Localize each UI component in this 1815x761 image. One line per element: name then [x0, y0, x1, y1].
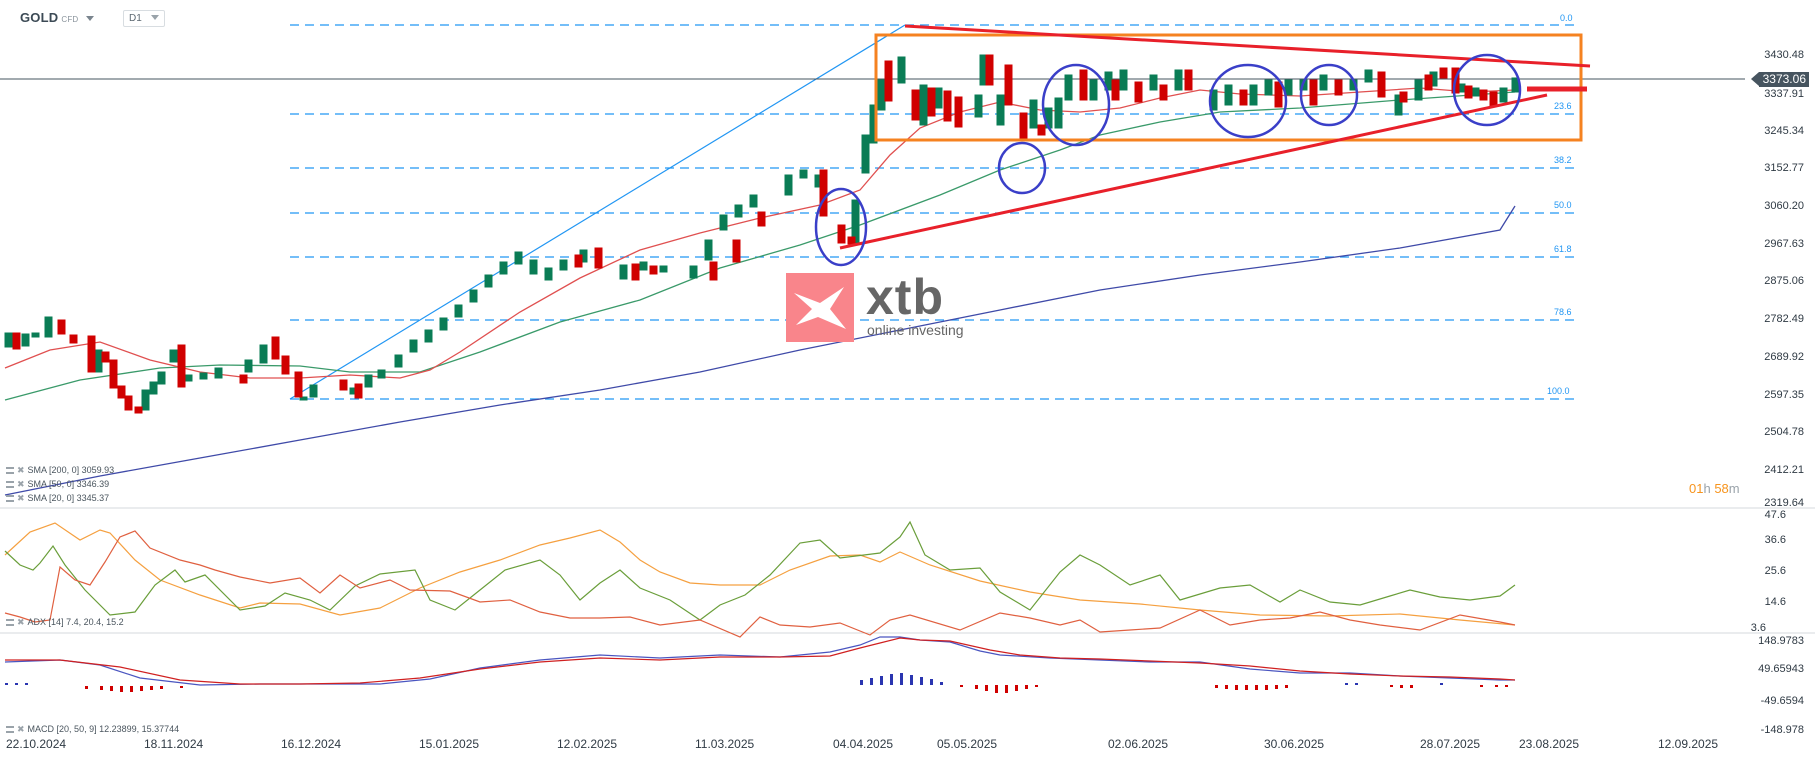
date-label: 28.07.2025: [1420, 737, 1481, 751]
fib-label-38-2: 38.2: [1554, 155, 1572, 165]
legend-sma20[interactable]: ✖ SMA [20, 0] 3345.37: [6, 493, 109, 504]
price-label: 3152.77: [1764, 162, 1804, 174]
price-label: 2412.21: [1764, 464, 1804, 476]
date-label: 02.06.2025: [1108, 737, 1169, 751]
candlesticks: [4, 54, 1520, 414]
date-label: 22.10.2024: [6, 737, 67, 751]
highlight-circles: [814, 53, 1522, 267]
xtb-logo-text: xtb: [866, 269, 944, 325]
candle-countdown: 01h 58m: [1689, 481, 1740, 496]
price-label: 2875.06: [1764, 275, 1804, 287]
xtb-logo-tagline: online investing: [867, 322, 964, 338]
fibonacci-levels: [290, 24, 1575, 400]
price-label: 3337.91: [1764, 88, 1804, 100]
macd-axis-label: 148.9783: [1758, 635, 1804, 647]
current-price-tag: 3373.06: [1750, 72, 1809, 87]
macd-axis-label: -148.978: [1760, 724, 1804, 736]
settings-icon[interactable]: [6, 726, 14, 734]
fib-label-61-8: 61.8: [1554, 244, 1572, 254]
close-icon[interactable]: ✖: [17, 617, 25, 627]
adx-axis-label: 14.6: [1764, 596, 1786, 608]
price-label: 2782.49: [1764, 313, 1804, 325]
x-icon: [794, 287, 846, 329]
date-label: 04.04.2025: [833, 737, 894, 751]
price-label: 3245.34: [1764, 125, 1804, 137]
upper-trendline: [904, 24, 1591, 68]
adx-axis-label: 47.6: [1764, 509, 1786, 521]
macd-panel: [4, 636, 1516, 693]
price-label: 3060.20: [1764, 200, 1804, 212]
timeframe-select[interactable]: D1: [123, 10, 165, 27]
settings-icon[interactable]: [6, 619, 14, 627]
fib-label-100: 100.0: [1547, 386, 1570, 396]
xtb-logo-mark: [786, 273, 854, 342]
macd-axis-label: 49.65943: [1758, 663, 1804, 675]
date-label: 18.11.2024: [144, 737, 204, 751]
close-icon[interactable]: ✖: [17, 724, 25, 734]
legend-macd[interactable]: ✖ MACD [20, 50, 9] 12.23899, 15.37744: [6, 724, 179, 735]
price-label: 2689.92: [1764, 351, 1804, 363]
legend-sma50[interactable]: ✖ SMA [50, 0] 3346.39: [6, 479, 109, 490]
price-label: 2597.35: [1764, 389, 1804, 401]
fib-label-23-6: 23.6: [1554, 101, 1572, 111]
adx-axis-label: 25.6: [1764, 565, 1786, 577]
settings-icon[interactable]: [6, 495, 14, 503]
date-label: 05.05.2025: [937, 737, 998, 751]
settings-icon[interactable]: [6, 467, 14, 475]
chart-header: GOLD CFD D1: [0, 0, 1815, 36]
symbol-name: GOLD: [20, 10, 59, 25]
date-label: 15.01.2025: [419, 737, 480, 751]
close-icon[interactable]: ✖: [17, 479, 25, 489]
symbol-selector[interactable]: GOLD CFD: [20, 10, 95, 25]
chevron-down-icon: [86, 16, 95, 22]
fib-label-78-6: 78.6: [1554, 307, 1572, 317]
price-label: 2319.64: [1764, 497, 1804, 509]
lower-trendline: [839, 93, 1548, 250]
sma50-line: [4, 91, 1516, 401]
close-icon[interactable]: ✖: [17, 493, 25, 503]
fib-label-0: 0.0: [1560, 13, 1573, 23]
close-icon[interactable]: ✖: [17, 465, 25, 475]
date-label: 16.12.2024: [281, 737, 342, 751]
sma200-line: [4, 205, 1516, 496]
legend-sma200[interactable]: ✖ SMA [200, 0] 3059.93: [6, 465, 114, 476]
date-label: 30.06.2025: [1264, 737, 1325, 751]
adx-axis-label: 3.6: [1750, 622, 1766, 634]
settings-icon[interactable]: [6, 481, 14, 489]
chevron-down-icon: [151, 15, 159, 20]
fib-label-50: 50.0: [1554, 200, 1572, 210]
timeframe-value: D1: [129, 13, 142, 24]
price-label: 2967.63: [1764, 238, 1804, 250]
adx-panel: [4, 520, 1516, 638]
price-label: 3430.48: [1764, 49, 1804, 61]
date-label: 12.02.2025: [557, 737, 618, 751]
macd-axis-label: -49.6594: [1760, 695, 1804, 707]
date-label: 12.09.2025: [1658, 737, 1719, 751]
date-label: 23.08.2025: [1519, 737, 1580, 751]
symbol-type: CFD: [61, 15, 79, 24]
adx-axis-label: 36.6: [1764, 534, 1786, 546]
legend-adx[interactable]: ✖ ADX [14] 7.4, 20.4, 15.2: [6, 617, 124, 628]
sma20-line: [4, 87, 1516, 379]
date-label: 11.03.2025: [695, 737, 755, 751]
price-label: 2504.78: [1764, 426, 1804, 438]
